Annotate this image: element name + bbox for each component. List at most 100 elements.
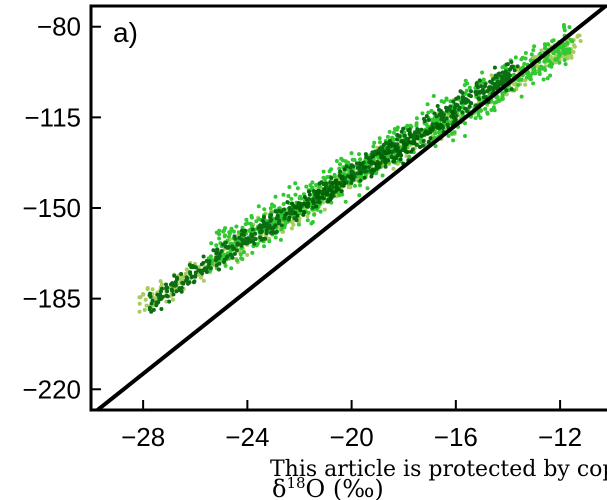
data-point — [483, 95, 488, 99]
data-point — [374, 165, 379, 170]
data-point — [485, 89, 490, 94]
data-point — [322, 182, 327, 187]
data-point — [315, 194, 320, 199]
data-point — [495, 79, 500, 84]
data-point — [141, 292, 146, 297]
data-point — [508, 67, 512, 72]
data-point — [362, 175, 367, 180]
data-point — [186, 281, 190, 286]
data-point — [467, 85, 472, 90]
data-point — [493, 85, 498, 90]
x-axis-label-prefix: δ — [272, 475, 286, 500]
data-point — [513, 55, 518, 60]
data-point — [387, 150, 392, 154]
data-point — [391, 166, 396, 171]
data-point — [408, 134, 413, 139]
data-point — [343, 176, 348, 181]
data-point — [378, 140, 382, 145]
data-point — [305, 218, 310, 223]
data-point — [334, 182, 339, 187]
data-point — [523, 82, 528, 87]
data-point — [310, 185, 315, 190]
data-point — [181, 281, 186, 286]
data-point — [298, 205, 303, 210]
data-point — [215, 247, 220, 252]
data-point — [541, 77, 546, 82]
data-point — [296, 201, 301, 206]
data-point — [399, 139, 404, 144]
data-point — [565, 56, 570, 61]
data-point — [189, 265, 194, 270]
data-point — [155, 292, 160, 297]
data-point — [414, 123, 419, 128]
data-point — [500, 96, 505, 101]
data-point — [310, 199, 315, 204]
data-point — [385, 134, 390, 139]
data-point — [523, 51, 528, 55]
data-point — [144, 303, 149, 308]
data-point — [455, 103, 460, 108]
data-point — [343, 199, 348, 204]
data-point — [263, 236, 268, 241]
data-point — [267, 239, 272, 244]
data-point — [251, 238, 255, 243]
data-point — [273, 209, 278, 214]
data-point — [563, 62, 568, 67]
data-point — [419, 134, 424, 138]
data-point — [510, 64, 515, 69]
data-point — [274, 229, 279, 234]
data-point — [326, 199, 330, 204]
data-point — [290, 201, 294, 206]
data-point — [464, 88, 469, 93]
data-point — [217, 228, 222, 233]
data-point — [236, 230, 241, 235]
data-point — [295, 213, 300, 218]
data-point — [279, 223, 284, 228]
data-point — [223, 263, 228, 268]
data-point — [547, 59, 552, 63]
data-point — [402, 133, 407, 138]
data-point — [469, 89, 473, 94]
data-point — [231, 246, 236, 251]
data-point — [339, 189, 344, 194]
data-point — [526, 73, 531, 78]
data-point — [399, 129, 404, 134]
data-point — [262, 224, 266, 229]
data-point — [159, 282, 164, 287]
data-point — [288, 208, 292, 213]
data-point — [342, 167, 347, 172]
data-point — [183, 271, 188, 276]
data-point — [387, 138, 392, 143]
data-point — [401, 126, 406, 131]
data-point — [170, 282, 175, 287]
data-point — [226, 245, 231, 250]
data-point — [504, 88, 509, 93]
data-point — [371, 144, 376, 149]
data-point — [239, 232, 244, 237]
data-point — [293, 192, 298, 197]
data-point — [217, 236, 222, 241]
data-point — [551, 38, 556, 43]
data-point — [422, 119, 427, 124]
data-point — [392, 156, 397, 161]
data-point — [426, 117, 431, 122]
data-point — [561, 23, 566, 27]
data-point — [357, 193, 362, 198]
data-point — [478, 90, 483, 95]
data-point — [296, 222, 301, 227]
data-point — [572, 44, 577, 49]
data-point — [458, 113, 463, 118]
data-point — [415, 134, 420, 139]
data-point — [353, 183, 357, 188]
data-point — [500, 91, 505, 96]
data-point — [322, 196, 326, 201]
data-point — [407, 154, 412, 159]
data-point — [268, 206, 273, 211]
data-point — [424, 114, 429, 119]
data-point — [201, 254, 206, 259]
data-point — [307, 192, 312, 197]
data-point — [430, 125, 435, 130]
data-point — [358, 183, 362, 188]
data-point — [235, 258, 240, 263]
